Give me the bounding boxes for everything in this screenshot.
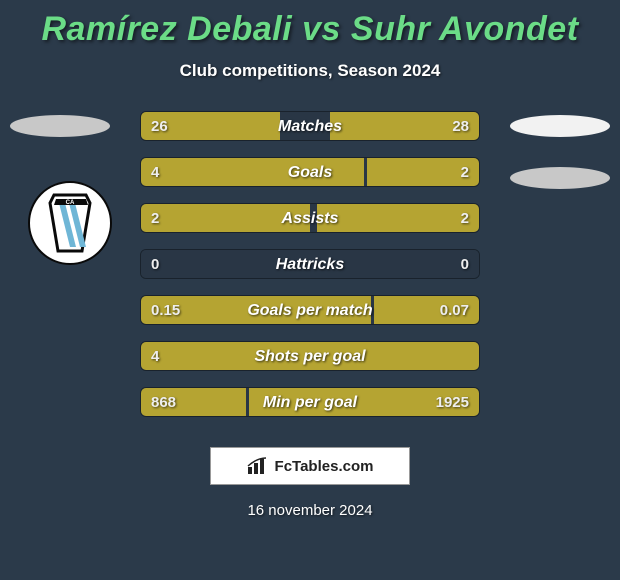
player-left-placeholder [10, 115, 110, 137]
stat-row: 4Shots per goal [140, 341, 480, 371]
page-subtitle: Club competitions, Season 2024 [0, 61, 620, 81]
svg-text:CA: CA [66, 200, 75, 206]
stat-row: 22Assists [140, 203, 480, 233]
page-title: Ramírez Debali vs Suhr Avondet [0, 0, 620, 49]
footer-label: FcTables.com [275, 458, 374, 475]
stat-label: Hattricks [141, 250, 479, 279]
stat-bars: 2628Matches 42Goals 22Assists 00Hattricks 0.… [140, 111, 480, 433]
stat-row: 0.150.07Goals per match [140, 295, 480, 325]
stat-row: 2628Matches [140, 111, 480, 141]
bars-icon [247, 457, 269, 475]
stat-label: Goals per match [141, 296, 479, 325]
fctables-logo: FcTables.com [210, 447, 410, 485]
club-left-logo: CA [28, 181, 112, 265]
stat-row: 42Goals [140, 157, 480, 187]
date-text: 16 november 2024 [0, 502, 620, 519]
stat-row: 8681925Min per goal [140, 387, 480, 417]
stat-label: Assists [141, 204, 479, 233]
stat-label: Shots per goal [141, 342, 479, 371]
club-right-placeholder [510, 167, 610, 189]
stat-label: Min per goal [141, 388, 479, 417]
stat-row: 00Hattricks [140, 249, 480, 279]
stat-label: Goals [141, 158, 479, 187]
player-right-placeholder [510, 115, 610, 137]
stat-label: Matches [141, 112, 479, 141]
